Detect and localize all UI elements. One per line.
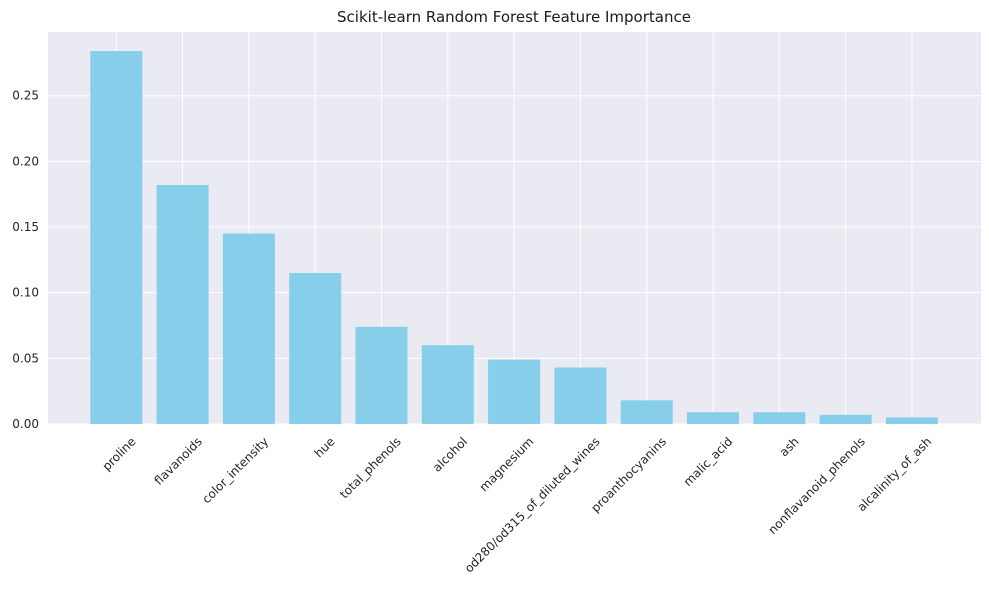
x-tick-label: total_phenols bbox=[337, 434, 404, 501]
y-axis-ticks: 0.00 0.05 0.10 0.15 0.20 0.25 bbox=[12, 89, 39, 431]
bar-alcalinity-of-ash bbox=[885, 417, 938, 424]
bar-proanthocyanins bbox=[620, 400, 673, 424]
bar-malic-acid bbox=[687, 412, 739, 424]
x-tick-label: color_intensity bbox=[199, 434, 271, 506]
bar-od280-od315-of-diluted-wines bbox=[554, 367, 607, 424]
bars bbox=[90, 51, 938, 425]
bar-flavanoids bbox=[156, 184, 209, 424]
x-tick-label: hue bbox=[312, 434, 338, 460]
x-tick-label: od280/od315_of_diluted_wines bbox=[462, 434, 603, 575]
bar-ash bbox=[753, 412, 806, 424]
x-tick-label: alcohol bbox=[430, 434, 470, 474]
bar-magnesium bbox=[488, 359, 541, 424]
x-tick-label: flavanoids bbox=[152, 434, 205, 487]
y-tick-label: 0.15 bbox=[12, 220, 39, 234]
x-tick-label: ash bbox=[777, 434, 802, 459]
y-tick-label: 0.20 bbox=[12, 154, 39, 168]
bar-alcohol bbox=[421, 345, 474, 424]
x-tick-label: malic_acid bbox=[681, 434, 736, 489]
bar-proline bbox=[90, 51, 143, 425]
x-tick-label: proline bbox=[100, 434, 139, 473]
chart-title: Scikit-learn Random Forest Feature Impor… bbox=[337, 8, 691, 26]
y-tick-label: 0.25 bbox=[12, 89, 39, 103]
y-tick-label: 0.00 bbox=[12, 417, 39, 431]
bar-hue bbox=[289, 272, 342, 424]
x-tick-label: alcalinity_of_ash bbox=[854, 434, 934, 514]
bar-nonflavanoid-phenols bbox=[819, 414, 872, 424]
bar-total-phenols bbox=[355, 326, 408, 424]
x-tick-label: magnesium bbox=[477, 434, 537, 494]
y-tick-label: 0.10 bbox=[12, 286, 39, 300]
y-tick-label: 0.05 bbox=[12, 351, 39, 365]
bar-color-intensity bbox=[222, 233, 275, 424]
